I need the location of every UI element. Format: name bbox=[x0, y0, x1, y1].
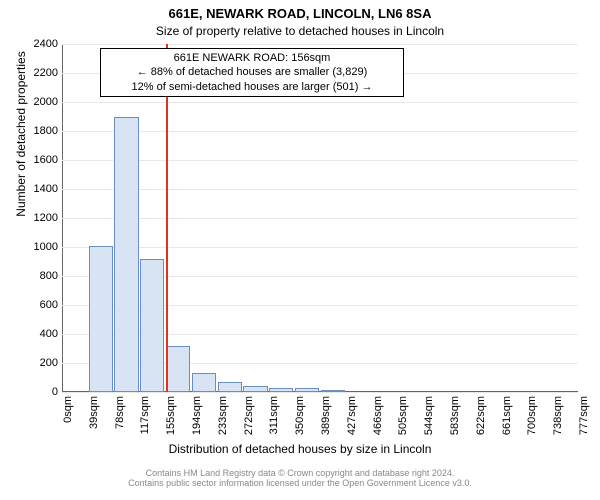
chart-subtitle: Size of property relative to detached ho… bbox=[0, 24, 600, 38]
x-tick-label: 272sqm bbox=[243, 392, 255, 435]
x-tick-label: 389sqm bbox=[320, 392, 332, 435]
y-axis-label: Number of detached properties bbox=[14, 0, 28, 308]
gridline bbox=[62, 247, 578, 248]
gridline bbox=[62, 131, 578, 132]
x-tick-label: 233sqm bbox=[217, 392, 229, 435]
footer-attribution: Contains HM Land Registry data © Crown c… bbox=[0, 468, 600, 488]
x-axis-label: Distribution of detached houses by size … bbox=[0, 442, 600, 456]
annotation-line-1: 661E NEWARK ROAD: 156sqm bbox=[107, 51, 397, 65]
histogram-bar bbox=[140, 259, 164, 392]
x-tick-label: 427sqm bbox=[346, 392, 358, 435]
annotation-line-3: 12% of semi-detached houses are larger (… bbox=[107, 80, 397, 94]
plot-area: 0200400600800100012001400160018002000220… bbox=[62, 44, 578, 392]
footer-line-1: Contains HM Land Registry data © Crown c… bbox=[0, 468, 600, 478]
x-tick-label: 350sqm bbox=[294, 392, 306, 435]
y-tick-label: 2200 bbox=[34, 67, 62, 79]
histogram-bar bbox=[114, 117, 138, 393]
histogram-bar bbox=[89, 246, 113, 392]
x-tick-label: 544sqm bbox=[423, 392, 435, 435]
x-tick-label: 622sqm bbox=[475, 392, 487, 435]
y-tick-label: 0 bbox=[52, 386, 62, 398]
y-tick-label: 2000 bbox=[34, 96, 62, 108]
histogram-bar bbox=[218, 382, 242, 392]
x-tick-label: 155sqm bbox=[165, 392, 177, 435]
gridline bbox=[62, 189, 578, 190]
y-tick-label: 2400 bbox=[34, 38, 62, 50]
x-tick-label: 311sqm bbox=[268, 392, 280, 434]
x-tick-label: 117sqm bbox=[139, 392, 151, 434]
annotation-line-2: ← 88% of detached houses are smaller (3,… bbox=[107, 65, 397, 79]
histogram-bar bbox=[166, 346, 190, 392]
y-tick-label: 1600 bbox=[34, 154, 62, 166]
annotation-box: 661E NEWARK ROAD: 156sqm← 88% of detache… bbox=[100, 48, 404, 97]
histogram-bar bbox=[192, 373, 216, 392]
gridline bbox=[62, 44, 578, 45]
x-tick-label: 505sqm bbox=[397, 392, 409, 435]
y-tick-label: 1000 bbox=[34, 241, 62, 253]
x-tick-label: 661sqm bbox=[501, 392, 513, 435]
y-tick-label: 400 bbox=[40, 328, 62, 340]
x-tick-label: 700sqm bbox=[526, 392, 538, 435]
x-tick-label: 194sqm bbox=[191, 392, 203, 435]
y-tick-label: 1200 bbox=[34, 212, 62, 224]
y-tick-label: 1800 bbox=[34, 125, 62, 137]
gridline bbox=[62, 218, 578, 219]
gridline bbox=[62, 102, 578, 103]
gridline bbox=[62, 160, 578, 161]
x-tick-label: 0sqm bbox=[62, 392, 74, 423]
x-tick-label: 777sqm bbox=[578, 392, 590, 435]
x-tick-label: 583sqm bbox=[449, 392, 461, 435]
x-tick-label: 78sqm bbox=[114, 392, 126, 429]
y-tick-label: 800 bbox=[40, 270, 62, 282]
chart-container: 661E, NEWARK ROAD, LINCOLN, LN6 8SA Size… bbox=[0, 0, 600, 500]
x-tick-label: 738sqm bbox=[552, 392, 564, 435]
y-tick-label: 200 bbox=[40, 357, 62, 369]
y-tick-label: 1400 bbox=[34, 183, 62, 195]
x-tick-label: 39sqm bbox=[88, 392, 100, 429]
footer-line-2: Contains public sector information licen… bbox=[0, 478, 600, 488]
chart-title: 661E, NEWARK ROAD, LINCOLN, LN6 8SA bbox=[0, 6, 600, 21]
x-tick-label: 466sqm bbox=[372, 392, 384, 435]
y-tick-label: 600 bbox=[40, 299, 62, 311]
